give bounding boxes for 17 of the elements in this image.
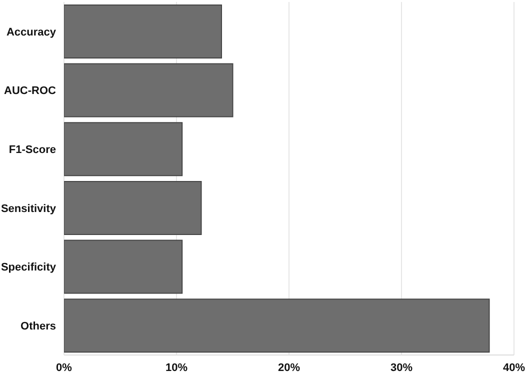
- x-tick-label: 40%: [502, 362, 526, 374]
- y-tick-label: F1-Score: [8, 144, 56, 156]
- y-tick-label: Sensitivity: [0, 202, 57, 215]
- bar: [64, 63, 234, 118]
- bar: [64, 180, 202, 235]
- y-tick-label: Others: [20, 320, 56, 332]
- x-tick-label: 20%: [278, 362, 300, 374]
- y-tick-label: AUC-ROC: [4, 85, 56, 98]
- y-tick-label: Accuracy: [6, 26, 57, 38]
- x-tick-label: 10%: [165, 362, 188, 374]
- bar: [64, 298, 490, 353]
- y-tick-label: Specificity: [0, 262, 57, 274]
- bar: [64, 122, 183, 176]
- x-tick-label: 0%: [56, 362, 72, 374]
- bar: [64, 240, 183, 294]
- bar: [64, 4, 222, 58]
- x-tick-label: 30%: [390, 362, 413, 374]
